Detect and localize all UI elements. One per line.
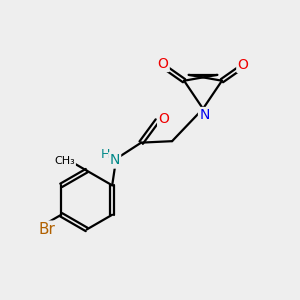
Text: O: O: [238, 58, 248, 72]
Text: N: N: [110, 153, 120, 167]
Text: O: O: [158, 57, 168, 71]
Text: Br: Br: [38, 222, 56, 237]
Text: O: O: [158, 112, 169, 126]
Text: CH₃: CH₃: [54, 156, 75, 166]
Text: H: H: [100, 148, 110, 161]
Text: N: N: [199, 108, 210, 122]
